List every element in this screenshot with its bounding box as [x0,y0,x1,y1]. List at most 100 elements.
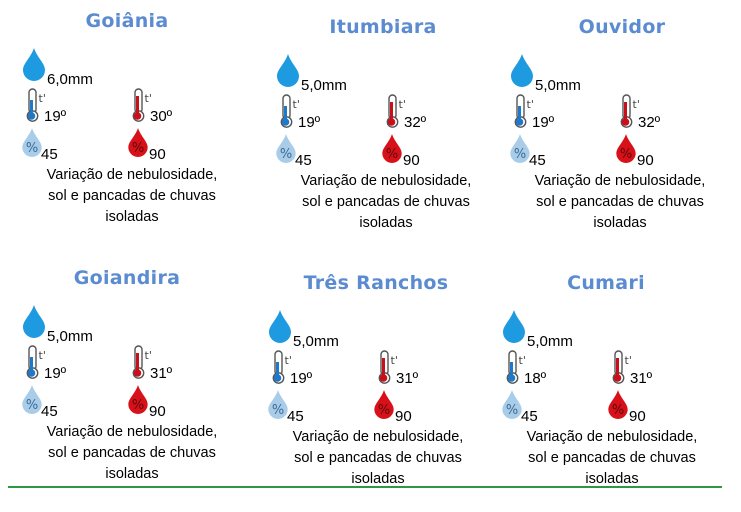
thermometer-cold-icon [278,94,300,128]
description-line: isoladas [105,209,159,225]
humidity-min: 45 [295,152,312,169]
rain-drop-icon [269,310,291,343]
thermometer-cold-icon [270,350,292,384]
description-line: sol e pancadas de chuvas [536,194,704,210]
svg-text:%: % [280,147,292,162]
temp-min: 19º [532,114,555,131]
svg-text:%: % [612,403,624,418]
svg-text:%: % [514,147,526,162]
temp-max: 32º [638,114,661,131]
svg-text:%: % [386,147,398,162]
temp-min: 19º [298,114,321,131]
humidity-min: 45 [41,146,58,163]
description-line: sol e pancadas de chuvas [48,445,216,461]
temp-max: 30º [150,108,173,125]
description-line: sol e pancadas de chuvas [302,194,470,210]
description-line: Variação de nebulosidade, [526,429,698,445]
rain-amount: 5,0mm [527,333,573,350]
thermometer-hot-icon [376,350,398,384]
city-forecast-card: Goiandira 5,0mm 19º 31º % 45 % 90 Vari [22,267,262,507]
description-line: Variação de nebulosidade, [534,173,706,189]
svg-text:%: % [506,403,518,418]
humidity-max: 90 [403,152,420,169]
description-line: sol e pancadas de chuvas [294,450,462,466]
city-name: Cumari [567,272,645,294]
forecast-description: Variação de nebulosidade, sol e pancadas… [510,171,730,234]
description-line: Variação de nebulosidade, [292,429,464,445]
bottom-divider [8,486,722,488]
rain-drop-icon [23,305,45,338]
city-name: Goiandira [73,267,181,289]
city-forecast-card: Goiânia 6,0mm 19º 30º % 45 % 90 Variaç [22,10,262,250]
svg-text:%: % [132,141,144,156]
rain-amount: 5,0mm [535,77,581,94]
humidity-drop-light-icon: % [268,390,288,419]
rain-drop-icon [511,54,533,87]
temp-max: 31º [630,370,653,387]
rain-drop-icon [277,54,299,87]
description-line: Variação de nebulosidade, [300,173,472,189]
thermometer-cold-icon [512,94,534,128]
thermometer-hot-icon [618,94,640,128]
humidity-min: 45 [529,152,546,169]
thermometer-hot-icon [130,88,152,122]
humidity-min: 45 [41,403,58,420]
humidity-drop-red-icon: % [616,134,636,163]
rain-amount: 5,0mm [293,333,339,350]
temp-min: 18º [524,370,547,387]
temp-min: 19º [290,370,313,387]
thermometer-cold-icon [24,345,46,379]
thermometer-hot-icon [610,350,632,384]
humidity-drop-light-icon: % [22,128,42,157]
humidity-drop-red-icon: % [382,134,402,163]
humidity-drop-red-icon: % [128,385,148,414]
description-line: isoladas [593,215,647,231]
temp-max: 31º [396,370,419,387]
humidity-max: 90 [637,152,654,169]
humidity-max: 90 [395,408,412,425]
city-name: Três Ranchos [303,272,449,294]
humidity-min: 45 [521,408,538,425]
humidity-drop-light-icon: % [276,134,296,163]
city-forecast-card: Ouvidor 5,0mm 19º 32º % 45 % 90 Variaç [510,16,741,256]
humidity-drop-light-icon: % [510,134,530,163]
svg-text:%: % [26,398,38,413]
rain-drop-icon [23,48,45,81]
forecast-description: Variação de nebulosidade, sol e pancadas… [276,171,496,234]
humidity-min: 45 [287,408,304,425]
city-forecast-card: Itumbiara 5,0mm 19º 32º % 45 % 90 Vari [276,16,516,256]
svg-text:%: % [132,398,144,413]
forecast-description: Variação de nebulosidade, sol e pancadas… [502,427,722,490]
description-line: Variação de nebulosidade, [46,424,218,440]
rain-drop-icon [503,310,525,343]
svg-text:%: % [378,403,390,418]
temp-max: 32º [404,114,427,131]
description-line: isoladas [351,471,405,487]
humidity-drop-red-icon: % [374,390,394,419]
thermometer-hot-icon [384,94,406,128]
temp-min: 19º [44,365,67,382]
rain-amount: 6,0mm [47,71,93,88]
temp-min: 19º [44,108,67,125]
description-line: isoladas [359,215,413,231]
humidity-drop-red-icon: % [608,390,628,419]
city-name: Goiânia [85,10,169,32]
description-line: isoladas [105,466,159,482]
description-line: sol e pancadas de chuvas [528,450,696,466]
temp-max: 31º [150,365,173,382]
thermometer-hot-icon [130,345,152,379]
humidity-max: 90 [149,403,166,420]
city-name: Ouvidor [578,16,666,38]
description-line: Variação de nebulosidade, [46,167,218,183]
humidity-drop-red-icon: % [128,128,148,157]
humidity-max: 90 [629,408,646,425]
city-name: Itumbiara [329,16,437,38]
forecast-description: Variação de nebulosidade, sol e pancadas… [268,427,488,490]
description-line: isoladas [585,471,639,487]
svg-text:%: % [26,141,38,156]
rain-amount: 5,0mm [47,328,93,345]
thermometer-cold-icon [504,350,526,384]
svg-text:%: % [272,403,284,418]
forecast-description: Variação de nebulosidade, sol e pancadas… [22,165,242,228]
svg-text:%: % [620,147,632,162]
